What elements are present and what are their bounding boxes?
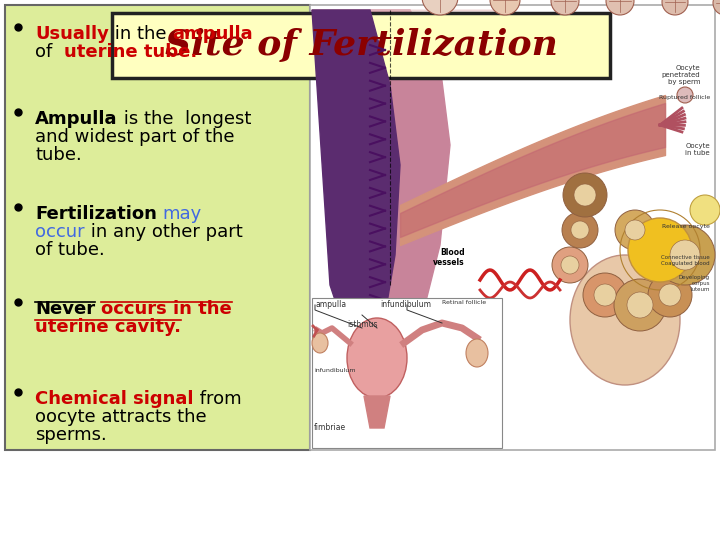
Text: of: of: [35, 43, 64, 61]
Text: and widest part of the: and widest part of the: [35, 128, 235, 146]
Text: occur: occur: [35, 223, 85, 241]
Text: infundibulum: infundibulum: [314, 368, 356, 373]
Text: from: from: [194, 390, 241, 408]
Text: Developing
corpus
luteum: Developing corpus luteum: [679, 275, 710, 292]
Circle shape: [659, 284, 681, 306]
Circle shape: [594, 284, 616, 306]
Circle shape: [662, 0, 688, 15]
Circle shape: [625, 220, 645, 240]
Circle shape: [627, 292, 653, 318]
Ellipse shape: [312, 333, 328, 353]
Text: occurs in the: occurs in the: [101, 300, 232, 318]
Circle shape: [655, 225, 715, 285]
Circle shape: [562, 212, 598, 248]
Text: is the  longest: is the longest: [117, 110, 251, 128]
Text: oocyte attracts the: oocyte attracts the: [35, 408, 207, 426]
Text: tube.: tube.: [35, 146, 82, 164]
Text: Oocyte
in tube: Oocyte in tube: [685, 143, 710, 156]
Text: infundibulum: infundibulum: [380, 300, 431, 309]
Circle shape: [614, 279, 666, 331]
Circle shape: [648, 273, 692, 317]
Ellipse shape: [347, 318, 407, 398]
Circle shape: [583, 273, 627, 317]
Text: Chemical signal: Chemical signal: [35, 390, 194, 408]
Circle shape: [563, 173, 607, 217]
Text: Ruptured follicle: Ruptured follicle: [659, 95, 710, 100]
Text: Ampulla: Ampulla: [35, 110, 117, 128]
Polygon shape: [312, 10, 450, 370]
Polygon shape: [312, 10, 400, 355]
Text: uterine tube.: uterine tube.: [64, 43, 197, 61]
Text: of tube.: of tube.: [35, 241, 104, 259]
Circle shape: [571, 221, 589, 239]
Circle shape: [551, 0, 579, 15]
Text: Fertilization: Fertilization: [35, 205, 157, 223]
Text: fimbriae: fimbriae: [314, 423, 346, 432]
Text: Release oocyte: Release oocyte: [662, 224, 710, 229]
Circle shape: [670, 240, 700, 270]
FancyBboxPatch shape: [312, 298, 502, 448]
Text: ampulla: ampulla: [172, 25, 253, 43]
Circle shape: [690, 195, 720, 225]
FancyBboxPatch shape: [5, 5, 310, 450]
Circle shape: [713, 0, 720, 15]
Text: may: may: [163, 205, 202, 223]
Polygon shape: [312, 10, 530, 35]
Circle shape: [490, 0, 520, 15]
Circle shape: [561, 256, 579, 274]
Circle shape: [552, 247, 588, 283]
Circle shape: [677, 87, 693, 103]
Text: Usually: Usually: [35, 25, 109, 43]
Text: sperms.: sperms.: [35, 426, 107, 444]
Text: Site of Fertilization: Site of Fertilization: [165, 29, 557, 63]
Text: uterine cavity.: uterine cavity.: [35, 318, 181, 336]
Text: Retinal follicle: Retinal follicle: [442, 300, 486, 305]
Text: isthmus: isthmus: [347, 320, 377, 329]
Circle shape: [606, 0, 634, 15]
Text: ampulla: ampulla: [315, 300, 346, 309]
Text: in the: in the: [109, 25, 172, 43]
Text: Oocyte
penetrated
by sperm: Oocyte penetrated by sperm: [662, 65, 700, 85]
Ellipse shape: [570, 255, 680, 385]
Circle shape: [422, 0, 458, 15]
Circle shape: [615, 210, 655, 250]
FancyBboxPatch shape: [310, 5, 715, 450]
Text: Connective tissue
Coagulated blood: Connective tissue Coagulated blood: [661, 255, 710, 266]
Text: Blood
vessels: Blood vessels: [433, 248, 465, 267]
Polygon shape: [364, 396, 390, 428]
Ellipse shape: [466, 339, 488, 367]
Text: Never: Never: [35, 300, 95, 318]
Circle shape: [628, 218, 692, 282]
Circle shape: [574, 184, 596, 206]
FancyBboxPatch shape: [112, 13, 610, 78]
Text: in any other part: in any other part: [85, 223, 243, 241]
